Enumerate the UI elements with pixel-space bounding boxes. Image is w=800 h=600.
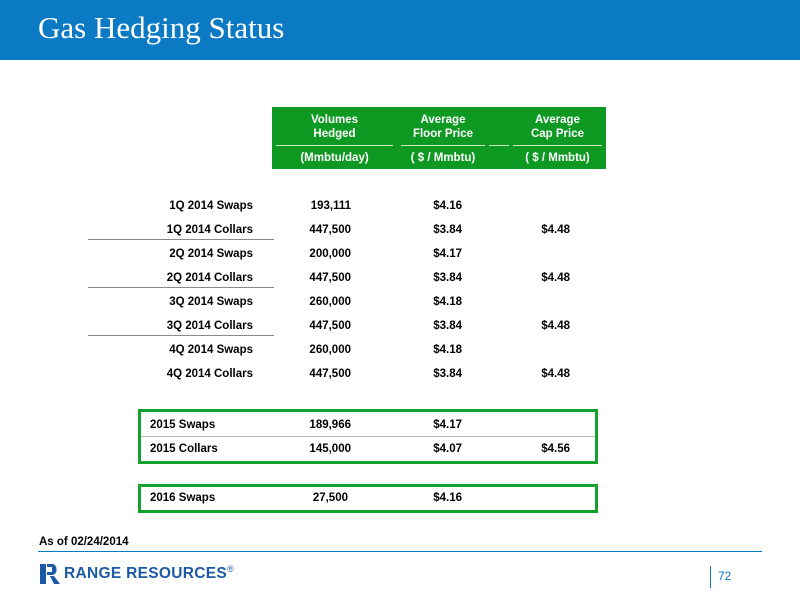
row-volume: 447,500 [309, 320, 351, 332]
header-floor-line2: Floor Price [412, 128, 474, 140]
row-divider [88, 335, 274, 336]
row-floor: $4.17 [433, 248, 462, 260]
row-floor: $4.16 [433, 492, 462, 504]
row-volume: 447,500 [309, 272, 351, 284]
box-2016 [138, 484, 598, 513]
row-volume: 260,000 [309, 296, 351, 308]
row-volume: 145,000 [309, 443, 351, 455]
row-floor: $3.84 [433, 224, 462, 236]
row-volume: 260,000 [309, 344, 351, 356]
header-volumes-line1: Volumes [310, 114, 359, 126]
header-cap: Average Cap Price ( $ / Mmbtu) [509, 107, 606, 169]
row-label: 2Q 2014 Swaps [169, 248, 253, 260]
row-volume: 189,966 [309, 419, 351, 431]
row-volume: 447,500 [309, 368, 351, 380]
row-label: 3Q 2014 Swaps [169, 296, 253, 308]
page-title: Gas Hedging Status [38, 10, 285, 45]
header-floor-line1: Average [420, 114, 466, 126]
row-volume: 27,500 [312, 492, 348, 504]
row-floor: $3.84 [433, 368, 462, 380]
header-separator [513, 145, 602, 146]
row-divider [88, 239, 274, 240]
header-volumes: Volumes Hedged (Mmbtu/day) [272, 107, 397, 169]
header-cap-line2: Cap Price [530, 128, 585, 140]
row-floor: $4.07 [433, 443, 462, 455]
range-r-icon [40, 564, 60, 584]
header-separator [401, 145, 485, 146]
header-cap-line1: Average [535, 114, 580, 126]
logo-registered-mark: ® [226, 564, 234, 574]
page-number: 72 [718, 569, 732, 583]
row-divider [141, 436, 595, 437]
header-separator [489, 145, 509, 146]
row-cap: $4.48 [541, 368, 570, 380]
row-label: 2Q 2014 Collars [166, 272, 253, 284]
row-floor: $4.16 [433, 200, 462, 212]
header-floor-unit: ( $ / Mmbtu) [410, 152, 476, 164]
footer-divider [38, 551, 762, 552]
row-cap: $4.56 [541, 443, 570, 455]
row-label: 3Q 2014 Collars [166, 320, 253, 332]
header-separator [276, 145, 393, 146]
logo-text: RANGE RESOURCES [64, 565, 227, 582]
row-label: 4Q 2014 Collars [166, 368, 253, 380]
row-divider [88, 287, 274, 288]
row-label: 2015 Swaps [150, 419, 216, 431]
title-bar: Gas Hedging Status [0, 0, 800, 60]
row-label: 2015 Collars [150, 443, 218, 455]
row-floor: $3.84 [433, 320, 462, 332]
header-cap-unit: ( $ / Mmbtu) [525, 152, 590, 164]
page-number-divider [710, 566, 711, 588]
row-volume: 193,111 [310, 200, 351, 212]
header-volumes-unit: (Mmbtu/day) [300, 152, 369, 164]
box-2015 [138, 409, 598, 464]
row-cap: $4.48 [541, 224, 570, 236]
row-floor: $4.17 [433, 419, 462, 431]
header-floor: Average Floor Price ( $ / Mmbtu) [397, 107, 489, 169]
row-cap: $4.48 [541, 320, 570, 332]
row-floor: $3.84 [433, 272, 462, 284]
row-volume: 447,500 [309, 224, 351, 236]
row-label: 1Q 2014 Collars [166, 224, 253, 236]
as-of-date: As of 02/24/2014 [39, 536, 129, 548]
row-cap: $4.48 [541, 272, 570, 284]
header-volumes-line2: Hedged [313, 128, 356, 140]
row-label: 1Q 2014 Swaps [169, 200, 253, 212]
row-label: 2016 Swaps [150, 492, 216, 504]
row-floor: $4.18 [433, 344, 462, 356]
row-label: 4Q 2014 Swaps [169, 344, 253, 356]
company-logo: RANGE RESOURCES ® [40, 564, 234, 584]
row-volume: 200,000 [309, 248, 351, 260]
row-floor: $4.18 [433, 296, 462, 308]
header-gap [489, 107, 509, 169]
